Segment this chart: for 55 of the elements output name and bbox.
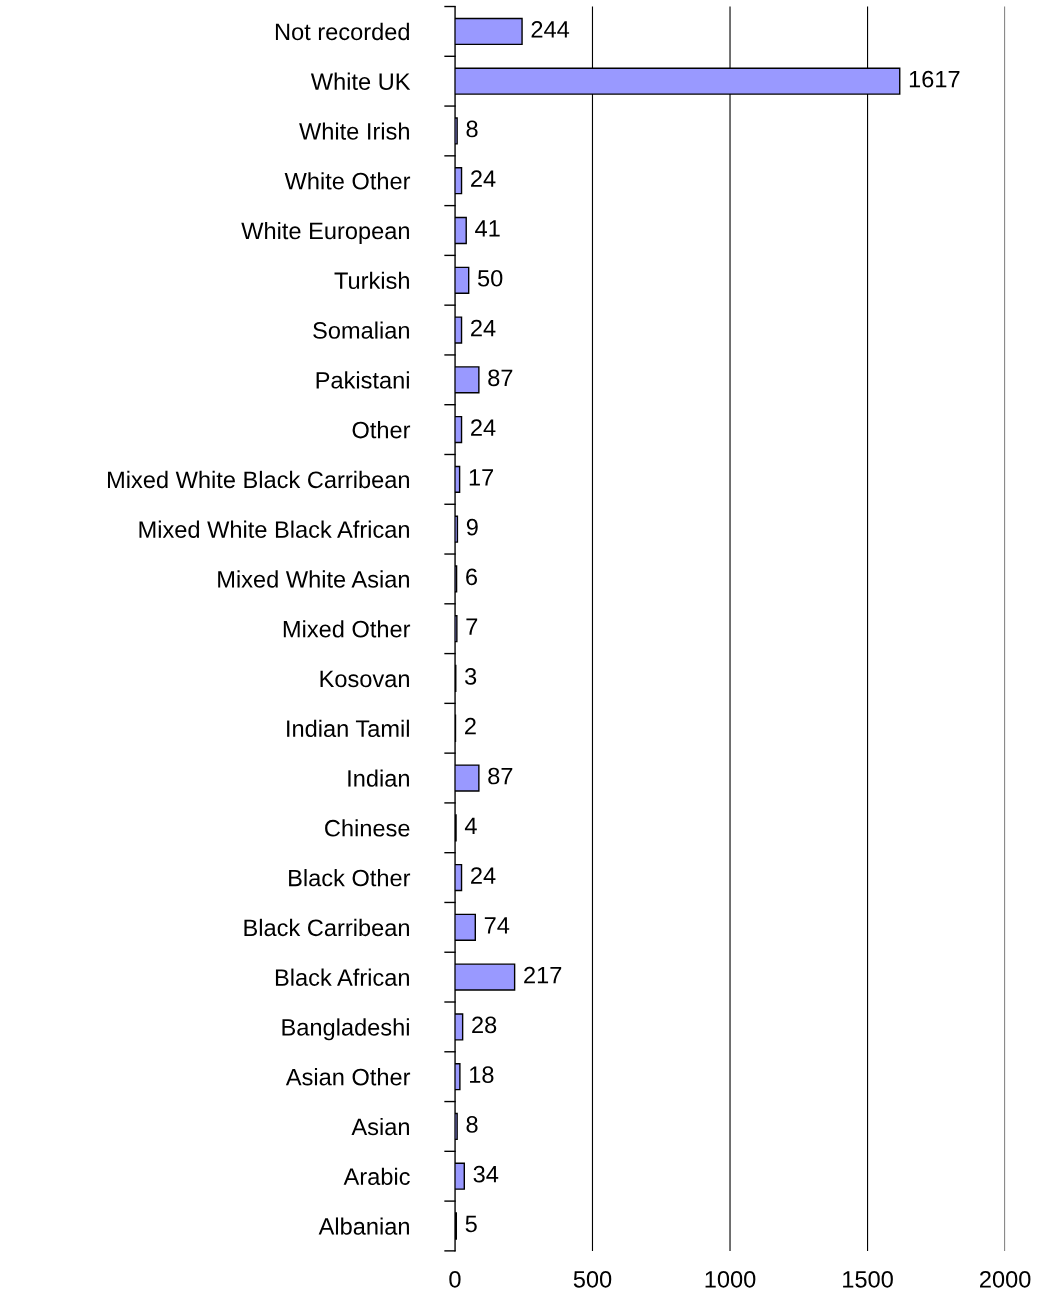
y-tick-label: White Irish [299, 122, 409, 140]
data-label: 1617 [909, 70, 960, 88]
data-label: 6 [466, 568, 478, 586]
data-label: 17 [469, 469, 494, 486]
y-tick-label: Albanian [318, 1217, 409, 1235]
y-tick-label: Other [352, 421, 411, 439]
data-label: 4 [464, 817, 477, 834]
y-tick-label: Indian Tamil [287, 719, 409, 738]
x-tick-label: 500 [573, 1270, 612, 1288]
data-label: 41 [475, 220, 500, 237]
data-label: 24 [471, 419, 496, 436]
y-tick-label: Black Other [289, 869, 411, 887]
y-tick-label: White European [241, 221, 409, 244]
y-tick-label: Kosovan [320, 670, 409, 688]
y-tick-label: Asian Other [285, 1068, 411, 1086]
data-label: 24 [471, 319, 496, 337]
data-label: 2 [465, 717, 476, 735]
data-label: 5 [465, 1215, 477, 1233]
data-label: 7 [466, 618, 478, 635]
x-tick-label: 0 [449, 1270, 461, 1288]
y-tick-label: Not recorded [275, 22, 409, 41]
y-tick-label: White UK [310, 72, 411, 90]
data-label: 3 [465, 668, 477, 685]
data-label: 9 [466, 518, 478, 536]
data-label: 217 [524, 966, 562, 984]
data-label: 24 [471, 867, 496, 884]
y-tick-label: Arabic [343, 1167, 410, 1186]
y-tick-label: Indian [348, 769, 409, 787]
y-tick-label: Mixed White Black African [139, 520, 409, 538]
y-tick-label: Mixed White Black Carribean [108, 470, 409, 489]
y-tick-label: Mixed Other [283, 620, 411, 638]
y-tick-label: Black African [275, 968, 409, 986]
data-label: 34 [473, 1165, 499, 1183]
data-label: 87 [488, 767, 513, 785]
data-label: 244 [531, 21, 570, 38]
x-tick-label: 2000 [980, 1270, 1031, 1288]
y-tick-label: Bangladeshi [282, 1018, 409, 1041]
data-label: 18 [470, 1066, 494, 1084]
y-tick-label: Turkish [334, 271, 409, 290]
y-tick-label: Mixed White Asian [218, 570, 409, 588]
y-tick-label: Black Carribean [244, 918, 409, 937]
data-label: 28 [472, 1016, 497, 1034]
data-label: 8 [466, 120, 478, 138]
y-tick-label: Chinese [325, 819, 410, 837]
x-tick-label: 1500 [843, 1270, 893, 1288]
data-label: 87 [488, 369, 513, 387]
x-tick-label: 1000 [705, 1270, 756, 1288]
y-tick-label: Pakistani [316, 371, 409, 389]
data-label: 8 [466, 1116, 478, 1133]
y-tick-label: Somalian [313, 321, 409, 339]
y-tick-label: Asian [351, 1117, 409, 1136]
y-tick-label: White Other [284, 172, 411, 190]
data-label: 50 [477, 269, 503, 287]
data-label: 24 [471, 170, 496, 187]
data-label: 74 [484, 917, 510, 934]
